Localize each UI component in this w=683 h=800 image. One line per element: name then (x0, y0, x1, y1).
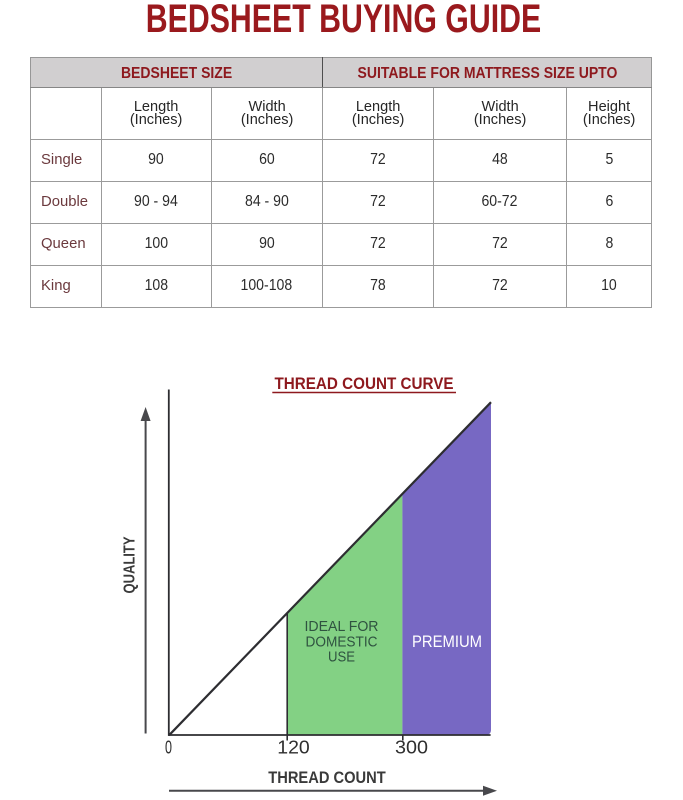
svg-text:120: 120 (277, 738, 310, 758)
svg-text:0: 0 (165, 738, 172, 758)
svg-text:PREMIUM: PREMIUM (412, 632, 482, 651)
svg-text:THREAD COUNT: THREAD COUNT (268, 768, 386, 787)
svg-text:QUALITY: QUALITY (122, 536, 139, 593)
svg-text:THREAD COUNT CURVE: THREAD COUNT CURVE (275, 374, 454, 393)
svg-text:DOMESTIC: DOMESTIC (306, 634, 378, 650)
svg-text:USE: USE (328, 650, 355, 666)
svg-text:IDEAL FOR: IDEAL FOR (305, 619, 379, 635)
svg-text:300: 300 (395, 738, 428, 758)
